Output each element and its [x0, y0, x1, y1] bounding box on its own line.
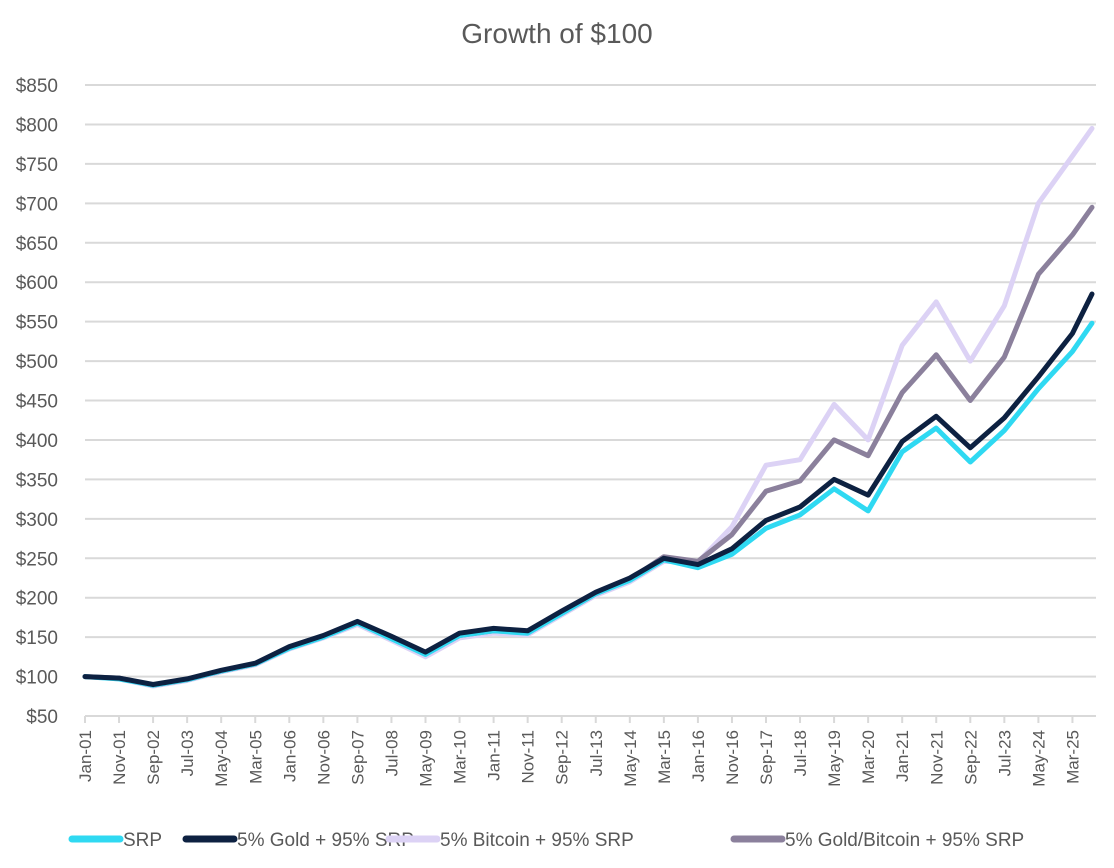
y-tick-label: $800 [16, 115, 58, 136]
gridlines [85, 84, 1096, 678]
x-tick-label: Sep-22 [961, 730, 980, 785]
y-tick-label: $650 [16, 234, 58, 255]
y-tick-label: $50 [26, 707, 58, 728]
y-axis-ticks: $50 $100 $150 $200 $250 $300 $350 $400 $450 $500 $… [16, 76, 58, 728]
x-tick-label: Mar-10 [451, 730, 470, 784]
y-tick-label: $850 [16, 76, 58, 97]
x-tick-label: Sep-07 [348, 730, 367, 785]
y-tick-label: $600 [16, 273, 58, 294]
x-tick-label: Nov-01 [110, 730, 129, 785]
x-tick-label: Jul-23 [995, 730, 1014, 776]
y-tick-label: $250 [16, 549, 58, 570]
x-tick-label: Nov-11 [519, 730, 538, 784]
y-tick-label: $700 [16, 194, 58, 215]
series-line-5-gold-95-srp [82, 291, 1095, 687]
x-tick-label: May-04 [212, 730, 231, 787]
x-tick-label: Mar-20 [859, 730, 878, 784]
x-tick-label: Jul-18 [791, 730, 810, 776]
x-tick-label: May-19 [825, 730, 844, 787]
x-tick-label: Mar-25 [1063, 730, 1082, 784]
legend-label: 5% Gold/Bitcoin + 95% SRP [785, 830, 1024, 851]
legend: SRP 5% Gold + 95% SRP 5% Bitcoin + 95% SRP… [68, 830, 1024, 851]
x-tick-label: Sep-02 [144, 730, 163, 785]
legend-label: SRP [123, 830, 162, 851]
x-tick-label: May-24 [1029, 730, 1048, 787]
legend-label: 5% Bitcoin + 95% SRP [440, 830, 634, 851]
series-line-5-bitcoin-95-srp [82, 125, 1095, 689]
x-tick-label: May-14 [621, 730, 640, 787]
series-line-srp [82, 320, 1095, 688]
y-tick-label: $450 [16, 392, 58, 413]
x-tick-label: Jul-08 [382, 730, 401, 776]
y-tick-label: $500 [16, 352, 58, 373]
x-tick-label: Mar-15 [655, 730, 674, 784]
x-tick-label: Sep-17 [757, 730, 776, 785]
x-tick-label: Jan-21 [893, 730, 912, 782]
y-tick-label: $150 [16, 628, 58, 649]
x-tick-label: May-09 [417, 730, 436, 787]
x-tick-label: Jan-11 [485, 730, 504, 781]
chart-title: Growth of $100 [461, 18, 652, 49]
x-tick-label: Nov-21 [927, 730, 946, 785]
x-tick-label: Jul-03 [178, 730, 197, 776]
x-tick-label: Nov-16 [723, 730, 742, 785]
y-tick-label: $400 [16, 431, 58, 452]
y-tick-label: $300 [16, 510, 58, 531]
y-tick-label: $350 [16, 470, 58, 491]
series-lines [82, 125, 1095, 689]
x-tick-label: Jan-06 [280, 730, 299, 782]
x-tick-label: Jan-01 [76, 730, 95, 782]
x-axis: Jan-01 Nov-01 Sep-02 Jul-03 May-04 Mar-05 Jan-… [76, 715, 1096, 787]
x-tick-label: Jan-16 [689, 730, 708, 782]
y-tick-label: $550 [16, 313, 58, 334]
y-tick-label: $200 [16, 589, 58, 610]
y-tick-label: $100 [16, 668, 58, 689]
y-tick-label: $750 [16, 155, 58, 176]
x-tick-label: Sep-12 [553, 730, 572, 785]
series-line-5-gold-bitcoin-95-srp [82, 204, 1095, 688]
legend-label: 5% Gold + 95% SRP [237, 830, 414, 851]
x-tick-label: Mar-05 [246, 730, 265, 784]
x-tick-label: Jul-13 [587, 730, 606, 776]
x-tick-label: Nov-06 [314, 730, 333, 785]
